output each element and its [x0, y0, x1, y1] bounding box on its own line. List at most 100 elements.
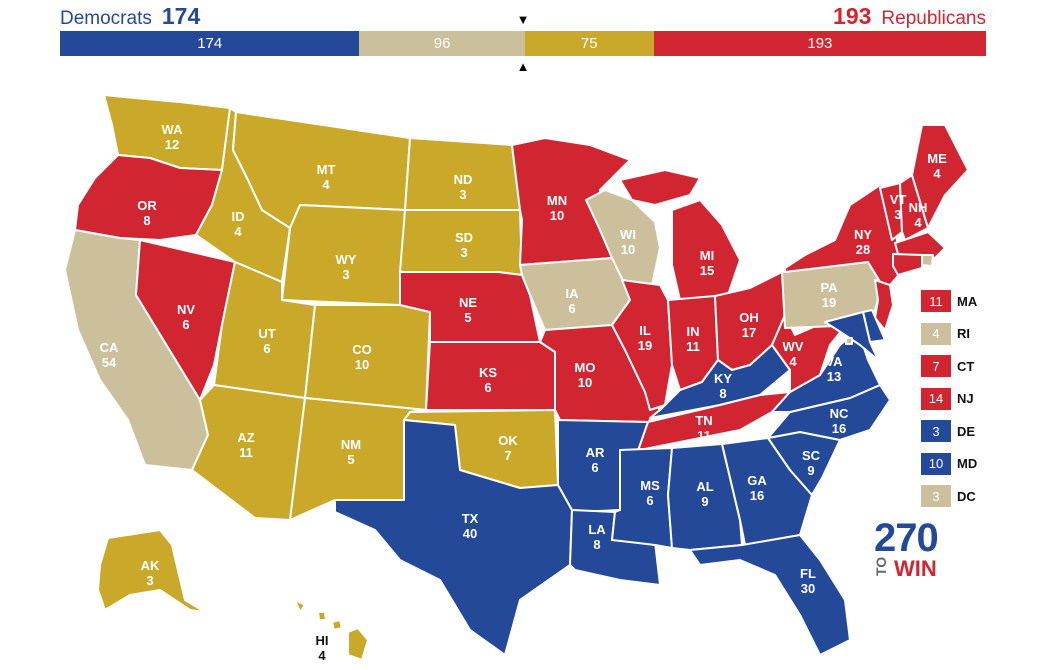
- state-label-nh: NH: [909, 200, 928, 215]
- state-ev-fl: 30: [801, 581, 815, 596]
- bar-segment-dem: 174: [60, 31, 360, 56]
- state-ev-ks: 6: [484, 380, 491, 395]
- state-label-al: AL: [696, 479, 713, 494]
- state-label-nm: NM: [341, 437, 361, 452]
- legend-abbr-ri: RI: [957, 326, 970, 341]
- state-label-tx: TX: [462, 511, 479, 526]
- state-label-in: IN: [687, 324, 700, 339]
- state-wi[interactable]: [585, 189, 661, 286]
- state-ev-in: 11: [686, 339, 700, 354]
- state-label-hi: HI: [316, 633, 329, 648]
- state-ev-mo: 10: [578, 375, 592, 390]
- state-ev-ia: 6: [568, 301, 575, 316]
- state-ev-va: 13: [827, 369, 841, 384]
- state-ev-ut: 6: [263, 341, 270, 356]
- state-fl[interactable]: [689, 534, 851, 656]
- legend-item-ct[interactable]: 7 CT: [921, 355, 977, 377]
- legend-item-ma[interactable]: 11 MA: [921, 290, 977, 312]
- republicans-label: Republicans: [881, 8, 986, 29]
- state-label-ky: KY: [714, 371, 732, 386]
- 270towin-logo: 270 TO WIN: [873, 516, 954, 582]
- bar-segment-rep: 193: [653, 31, 986, 56]
- state-ri[interactable]: [921, 254, 934, 267]
- legend-item-de[interactable]: 3 DE: [921, 420, 977, 442]
- state-label-va: VA: [825, 354, 843, 369]
- state-label-ut: UT: [258, 326, 275, 341]
- electoral-vote-bar: 174 96 75 193: [60, 31, 986, 56]
- legend-ev-nj: 14: [921, 387, 951, 410]
- state-ev-or: 8: [143, 213, 150, 228]
- state-label-nd: ND: [454, 172, 473, 187]
- state-ct[interactable]: [892, 253, 923, 276]
- state-ev-az: 11: [239, 445, 253, 460]
- state-label-tn: TN: [695, 413, 712, 428]
- state-label-ms: MS: [640, 478, 660, 493]
- state-hi[interactable]: [294, 599, 369, 661]
- state-label-az: AZ: [237, 430, 254, 445]
- state-label-nv: NV: [177, 302, 195, 317]
- state-ev-wy: 3: [342, 267, 349, 282]
- state-label-ga: GA: [747, 473, 767, 488]
- state-ev-sc: 9: [807, 463, 814, 478]
- state-ev-nc: 16: [832, 421, 846, 436]
- legend-item-dc[interactable]: 3 DC: [921, 485, 977, 507]
- state-il[interactable]: [611, 279, 673, 411]
- state-ak[interactable]: [97, 529, 206, 613]
- state-ev-ca: 54: [102, 355, 117, 370]
- state-ev-ny: 28: [856, 242, 870, 257]
- state-label-mt: MT: [317, 162, 336, 177]
- legend-item-ri[interactable]: 4 RI: [921, 322, 977, 345]
- legend-abbr-nj: NJ: [957, 391, 974, 406]
- state-label-fl: FL: [800, 566, 816, 581]
- legend-item-nj[interactable]: 14 NJ: [921, 387, 977, 410]
- state-label-wv: WV: [783, 339, 804, 354]
- state-ev-nm: 5: [347, 452, 354, 467]
- legend-abbr-ma: MA: [957, 293, 978, 309]
- legend-item-md[interactable]: 10 MD: [921, 452, 977, 475]
- democrats-label: Democrats: [60, 8, 152, 29]
- state-label-pa: PA: [820, 280, 838, 295]
- state-ev-id: 4: [234, 224, 242, 239]
- state-tx[interactable]: [334, 419, 573, 656]
- republicans-total: 193 Republicans: [833, 3, 986, 30]
- democrats-count: 174: [161, 3, 201, 29]
- state-ev-ak: 3: [146, 573, 153, 588]
- logo-win: WIN: [894, 556, 937, 581]
- state-or[interactable]: [74, 154, 223, 241]
- state-label-wi: WI: [620, 227, 636, 242]
- legend-abbr-de: DE: [957, 423, 976, 439]
- state-label-mn: MN: [547, 193, 567, 208]
- state-ev-vt: 3: [894, 207, 901, 222]
- state-ms[interactable]: [611, 447, 673, 549]
- state-label-ks: KS: [479, 365, 497, 380]
- state-ev-nd: 3: [459, 187, 466, 202]
- state-wy[interactable]: [281, 204, 406, 306]
- state-ma[interactable]: [894, 231, 946, 259]
- state-label-ca: CA: [100, 340, 119, 355]
- logo-number: 270: [874, 516, 939, 560]
- republicans-count: 193: [833, 3, 872, 29]
- state-label-ar: AR: [586, 445, 605, 460]
- state-dc[interactable]: [845, 337, 853, 345]
- state-label-la: LA: [588, 522, 606, 537]
- legend-ev-ct: 7: [921, 355, 951, 377]
- state-ev-tx: 40: [463, 526, 477, 541]
- state-ev-il: 19: [638, 338, 652, 353]
- state-label-id: ID: [232, 209, 245, 224]
- legend-ev-md: 10: [921, 452, 951, 475]
- state-ev-wa: 12: [165, 137, 179, 152]
- state-label-co: CO: [352, 342, 372, 357]
- state-me[interactable]: [911, 124, 969, 229]
- state-label-ak: AK: [141, 558, 160, 573]
- state-ev-ky: 8: [719, 386, 726, 401]
- 270-marker-up-icon: ▲: [516, 59, 530, 74]
- state-ev-tn: 11: [697, 428, 711, 443]
- state-ev-me: 4: [933, 166, 941, 181]
- state-label-ny: NY: [854, 227, 872, 242]
- state-md[interactable]: [824, 311, 879, 361]
- state-nh[interactable]: [899, 174, 929, 241]
- state-nj[interactable]: [874, 279, 894, 331]
- legend-abbr-dc: DC: [957, 488, 976, 504]
- state-ev-la: 8: [593, 537, 600, 552]
